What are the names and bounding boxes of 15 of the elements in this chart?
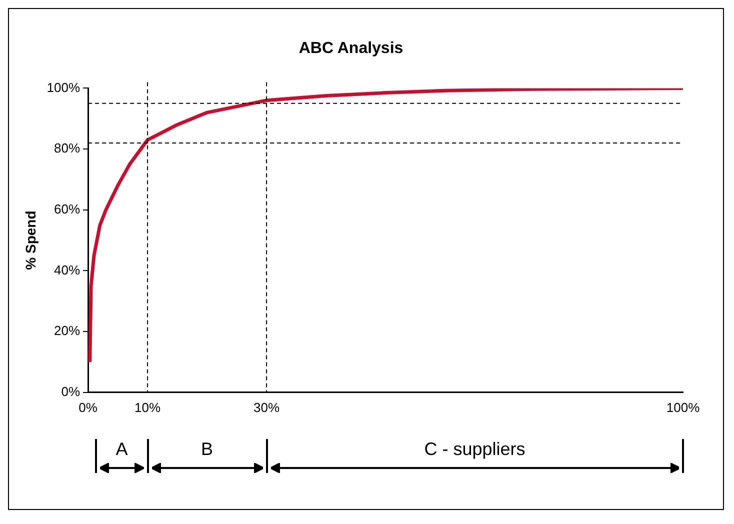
chart-title: ABC Analysis: [298, 40, 404, 58]
y-tick-label: 80%: [54, 140, 80, 156]
text: C - suppliers: [423, 439, 526, 460]
y-tick-label: 40%: [54, 262, 80, 278]
x-tick-label: 100%: [666, 400, 700, 415]
y-axis-title: % Spend: [22, 210, 38, 270]
text: B: [200, 439, 214, 460]
y-tick-label: 100%: [46, 80, 80, 95]
x-tick-label: 10%: [134, 400, 161, 415]
y-tick-label: 0%: [61, 384, 80, 399]
y-tick-label: 60%: [54, 201, 80, 216]
x-tick-label: 0%: [78, 400, 98, 415]
x-tick-label: 30%: [254, 400, 280, 415]
text: A: [114, 439, 129, 460]
y-tick-label: 20%: [54, 323, 80, 338]
